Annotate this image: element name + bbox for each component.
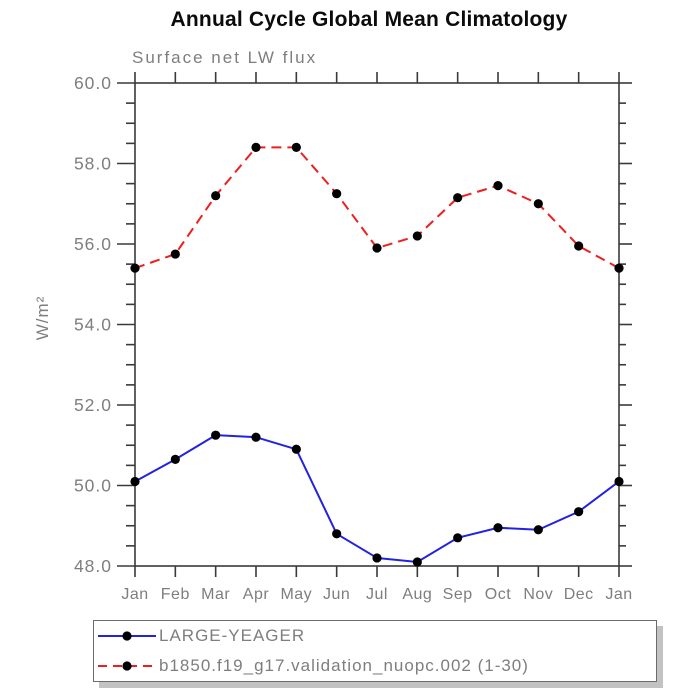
y-tick-label: 50.0 [74,476,112,496]
data-point-marker [170,454,180,464]
y-tick-label: 60.0 [74,73,112,93]
x-tick-label: Mar [201,586,230,603]
data-point-marker [453,193,463,203]
data-point-marker [614,476,624,487]
x-tick-label: Jun [323,586,350,603]
legend-line-sample-solid [98,631,156,641]
x-tick-label: Nov [523,586,553,603]
y-tick-label: 58.0 [74,154,112,174]
data-point-marker [251,142,261,152]
y-tick-label: 56.0 [74,234,112,254]
x-tick-label: Jul [366,586,388,603]
data-point-marker [291,444,301,454]
x-tick-label: Aug [402,586,432,603]
y-tick-label: 52.0 [74,395,112,415]
data-point-marker [533,199,543,209]
data-point-marker [412,557,422,567]
x-tick-label: May [280,586,312,603]
data-point-marker [291,142,301,152]
legend-item: LARGE-YEAGER [94,622,656,650]
data-point-marker [332,529,342,539]
legend-item: b1850.f19_g17.validation_nuopc.002 (1-30… [94,652,656,680]
axis-box [134,82,620,567]
data-point-marker [533,525,543,535]
data-point-marker [574,507,584,517]
data-point-marker [493,523,503,533]
x-tick-label: Dec [564,586,594,603]
data-point-marker [170,249,180,259]
x-tick-label: Feb [161,586,190,603]
data-point-marker [332,189,342,199]
x-tick-label: Sep [443,586,473,603]
data-point-marker [211,430,221,440]
x-tick-label: Jan [605,586,632,603]
x-tick-label: Oct [485,586,511,603]
data-point-marker [372,553,382,563]
data-point-marker [614,263,624,273]
data-point-marker [574,241,584,251]
x-tick-label: Jan [121,586,148,603]
chart-title: Annual Cycle Global Mean Climatology [170,8,568,31]
legend-line-sample-dashed [98,661,156,671]
chart-subtitle: Surface net LW flux [132,48,318,67]
data-point-marker [453,533,463,543]
y-tick-label: 48.0 [74,556,112,576]
y-axis-title: W/m² [33,296,52,341]
data-point-marker [372,243,382,253]
data-point-marker [130,476,140,487]
data-point-marker [493,181,503,191]
series-line-0 [134,434,620,564]
legend-label: LARGE-YEAGER [159,626,306,646]
data-point-marker [251,432,261,442]
x-tick-label: Apr [243,586,270,603]
legend-label: b1850.f19_g17.validation_nuopc.002 (1-30… [159,655,529,675]
data-point-marker [412,231,422,241]
data-point-marker [130,263,140,273]
y-tick-label: 54.0 [74,315,112,335]
legend: LARGE-YEAGER b1850.f19_g17.validation_nu… [93,620,657,682]
data-point-marker [211,191,221,201]
